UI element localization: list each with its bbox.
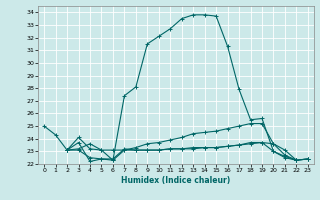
X-axis label: Humidex (Indice chaleur): Humidex (Indice chaleur) bbox=[121, 176, 231, 185]
